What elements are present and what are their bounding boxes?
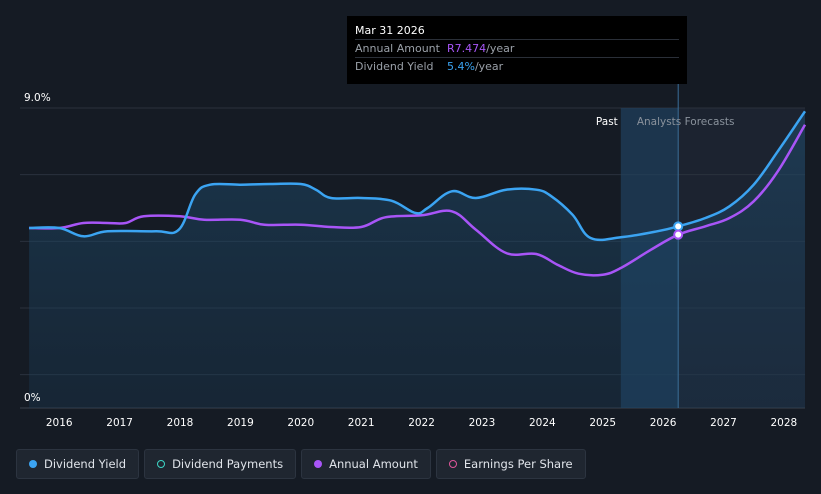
x-tick-label: 2017 <box>106 417 133 429</box>
tooltip-label: Annual Amount <box>355 42 440 55</box>
tooltip-row-dividend-yield: Dividend Yield 5.4% /year <box>355 57 679 75</box>
legend-annual-amount[interactable]: Annual Amount <box>301 449 431 479</box>
x-tick-label: 2022 <box>408 417 435 429</box>
tooltip-value: 5.4% <box>447 60 475 73</box>
tooltip: Mar 31 2026 Annual Amount R7.474 /year D… <box>347 16 687 84</box>
tooltip-unit: /year <box>474 60 504 73</box>
legend-label: Earnings Per Share <box>463 457 573 471</box>
y-tick-label-top: 9.0% <box>24 92 51 104</box>
hollow-circle-icon <box>448 460 457 468</box>
legend-label: Dividend Payments <box>172 457 284 471</box>
legend-label: Dividend Yield <box>44 457 127 471</box>
hover-band <box>620 108 679 408</box>
annual-amount-marker <box>673 229 684 240</box>
filled-circle-icon <box>314 460 323 468</box>
x-tick-label: 2021 <box>348 417 375 429</box>
forecast-label: Analysts Forecasts <box>637 116 735 128</box>
dividend-yield-marker <box>673 221 684 232</box>
x-tick-label: 2020 <box>287 417 314 429</box>
hollow-circle-icon <box>157 460 166 468</box>
x-tick-label: 2018 <box>167 417 194 429</box>
legend-dividend-payments[interactable]: Dividend Payments <box>144 449 297 479</box>
filled-circle-icon <box>29 460 37 468</box>
tooltip-label: Dividend Yield <box>355 60 434 73</box>
past-label: Past <box>596 116 618 128</box>
tooltip-unit: /year <box>486 42 515 55</box>
legend-earnings-per-share[interactable]: Earnings Per Share <box>435 449 586 479</box>
legend-dividend-yield[interactable]: Dividend Yield <box>16 449 140 479</box>
x-tick-label: 2024 <box>529 417 556 429</box>
x-tick-label: 2028 <box>770 417 797 429</box>
x-tick-label: 2027 <box>710 417 737 429</box>
legend: Dividend Yield Dividend Payments Annual … <box>16 449 586 479</box>
tooltip-row-annual-amount: Annual Amount R7.474 /year <box>355 39 679 57</box>
tooltip-value: R7.474 <box>447 42 487 55</box>
x-tick-label: 2026 <box>650 417 677 429</box>
dividend-yield-area <box>29 111 806 409</box>
x-tick-label: 2023 <box>469 417 496 429</box>
x-tick-label: 2025 <box>589 417 616 429</box>
x-tick-label: 2019 <box>227 417 254 429</box>
tooltip-date: Mar 31 2026 <box>355 24 425 37</box>
legend-label: Annual Amount <box>329 457 418 471</box>
x-tick-label: 2016 <box>46 417 73 429</box>
x-axis-ticks: 2016 2017 2018 2019 2020 2021 2022 2023 2024 2025… <box>46 417 797 429</box>
y-tick-label-bottom: 0% <box>24 392 41 404</box>
